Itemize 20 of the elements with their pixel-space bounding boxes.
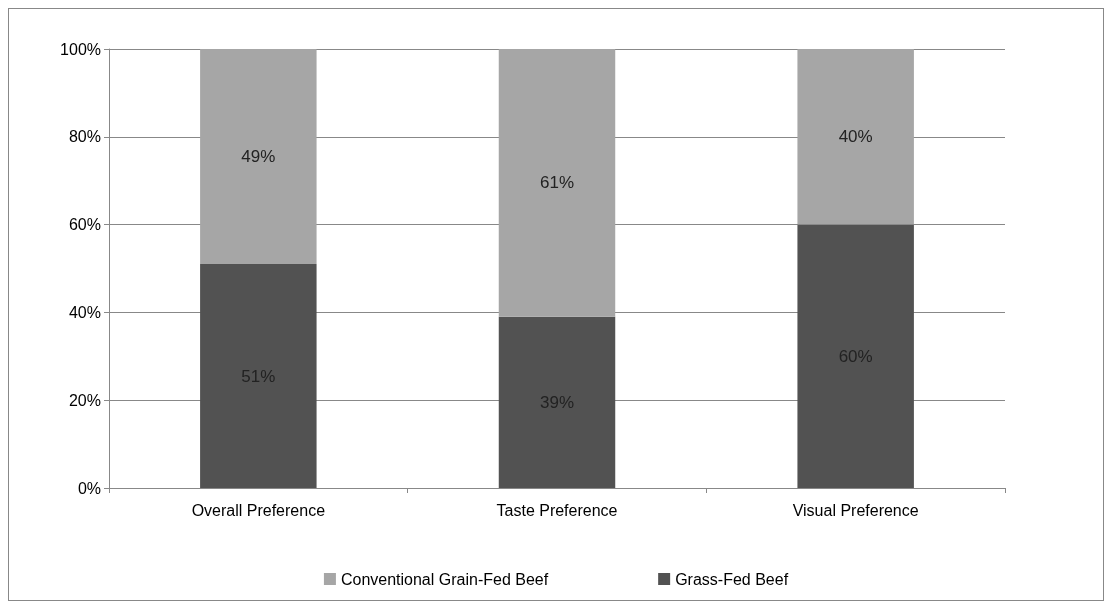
text: 49% <box>241 147 276 167</box>
text: 61% <box>539 173 575 193</box>
bar <box>200 264 317 488</box>
x-tick-label: Visual Preference <box>792 501 919 519</box>
bar <box>797 224 914 488</box>
bar <box>498 49 616 317</box>
y-tick-label: 20% <box>68 391 101 409</box>
y-tick-label: 40% <box>68 303 101 321</box>
bar <box>200 49 317 265</box>
bar <box>498 316 616 488</box>
x-tick-label: Taste Preference <box>496 501 618 519</box>
x-tick-label: Overall Preference <box>191 501 326 519</box>
bar <box>797 49 914 225</box>
legend-label: Conventional Grain-Fed Beef <box>340 570 549 588</box>
text: 40% <box>838 127 873 147</box>
legend-label: Grass-Fed Beef <box>675 570 789 588</box>
y-tick-label: 0% <box>77 479 101 497</box>
y-tick-label: 100% <box>60 40 101 58</box>
y-tick-label: 60% <box>68 216 101 234</box>
y-tick-label: 80% <box>68 128 101 146</box>
